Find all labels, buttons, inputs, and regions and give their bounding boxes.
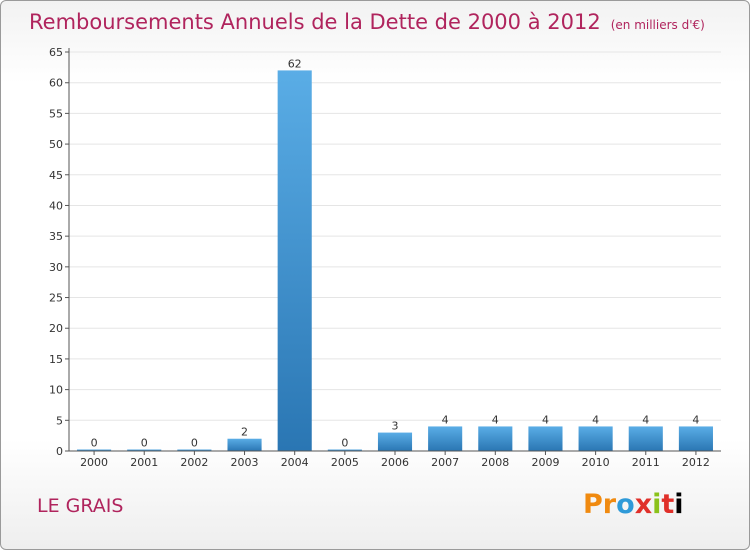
data-label-2006: 3 <box>392 420 399 433</box>
logo-letter: i <box>652 489 662 520</box>
bar-2005[interactable] <box>327 449 362 452</box>
bar-2003[interactable] <box>227 438 262 451</box>
logo-letter: o <box>616 489 635 520</box>
y-tick-label: 55 <box>49 107 63 120</box>
data-label-2005: 0 <box>341 437 348 450</box>
y-tick-label: 60 <box>49 77 63 90</box>
proxiti-logo[interactable]: Proxiti <box>583 489 684 520</box>
y-tick-label: 0 <box>56 445 63 458</box>
x-tick-label: 2012 <box>682 456 710 469</box>
y-tick-label: 25 <box>49 292 63 305</box>
logo-letter: i <box>674 489 684 520</box>
x-tick-label: 2007 <box>431 456 459 469</box>
data-label-2002: 0 <box>191 437 198 450</box>
data-label-2010: 4 <box>592 413 599 426</box>
data-label-2009: 4 <box>542 413 549 426</box>
bar-2008[interactable] <box>478 426 513 451</box>
bar-2001[interactable] <box>127 449 162 452</box>
x-tick-label: 2010 <box>582 456 610 469</box>
unit-label: (en milliers d'€) <box>610 18 705 32</box>
y-tick-label: 45 <box>49 169 63 182</box>
x-tick-label: 2003 <box>231 456 259 469</box>
bar-2002[interactable] <box>177 449 212 452</box>
bar-2012[interactable] <box>678 426 713 451</box>
x-tick-label: 2005 <box>331 456 359 469</box>
data-label-2000: 0 <box>91 437 98 450</box>
y-tick-label: 40 <box>49 199 63 212</box>
bar-2007[interactable] <box>428 426 463 451</box>
data-label-2003: 2 <box>241 426 248 439</box>
data-label-2008: 4 <box>492 413 499 426</box>
x-tick-label: 2000 <box>80 456 108 469</box>
y-tick-label: 5 <box>56 414 63 427</box>
title-text: Remboursements Annuels de la Dette de 20… <box>29 10 601 34</box>
y-tick-label: 20 <box>49 322 63 335</box>
x-tick-label: 2001 <box>130 456 158 469</box>
bar-2011[interactable] <box>628 426 663 451</box>
bar-2006[interactable] <box>377 432 413 451</box>
x-tick-label: 2002 <box>180 456 208 469</box>
bar-2009[interactable] <box>528 426 563 451</box>
y-tick-label: 15 <box>49 353 63 366</box>
bar-2000[interactable] <box>77 449 112 452</box>
data-label-2007: 4 <box>442 413 449 426</box>
bar-2010[interactable] <box>578 426 613 451</box>
logo-letter: r <box>602 489 617 520</box>
y-tick-label: 65 <box>49 46 63 59</box>
logo-letter: P <box>583 489 603 520</box>
y-tick-label: 50 <box>49 138 63 151</box>
chart-title: Remboursements Annuels de la Dette de 20… <box>29 10 705 34</box>
y-tick-label: 35 <box>49 230 63 243</box>
logo-letter: t <box>661 489 675 520</box>
y-tick-label: 10 <box>49 384 63 397</box>
x-tick-label: 2009 <box>531 456 559 469</box>
data-label-2011: 4 <box>642 413 649 426</box>
data-label-2001: 0 <box>141 437 148 450</box>
x-tick-label: 2006 <box>381 456 409 469</box>
logo-letter: x <box>634 489 653 520</box>
x-tick-label: 2004 <box>281 456 309 469</box>
x-tick-label: 2008 <box>481 456 509 469</box>
y-tick-label: 30 <box>49 261 63 274</box>
x-tick-label: 2011 <box>632 456 660 469</box>
data-label-2004: 62 <box>288 57 302 70</box>
grid-lines <box>69 51 721 421</box>
place-name: LE GRAIS <box>37 495 124 517</box>
bar-2004[interactable] <box>277 70 312 452</box>
data-label-2012: 4 <box>692 413 699 426</box>
bars: 0 0 0 2 62 0 3 4 4 4 4 4 4 <box>77 57 713 452</box>
